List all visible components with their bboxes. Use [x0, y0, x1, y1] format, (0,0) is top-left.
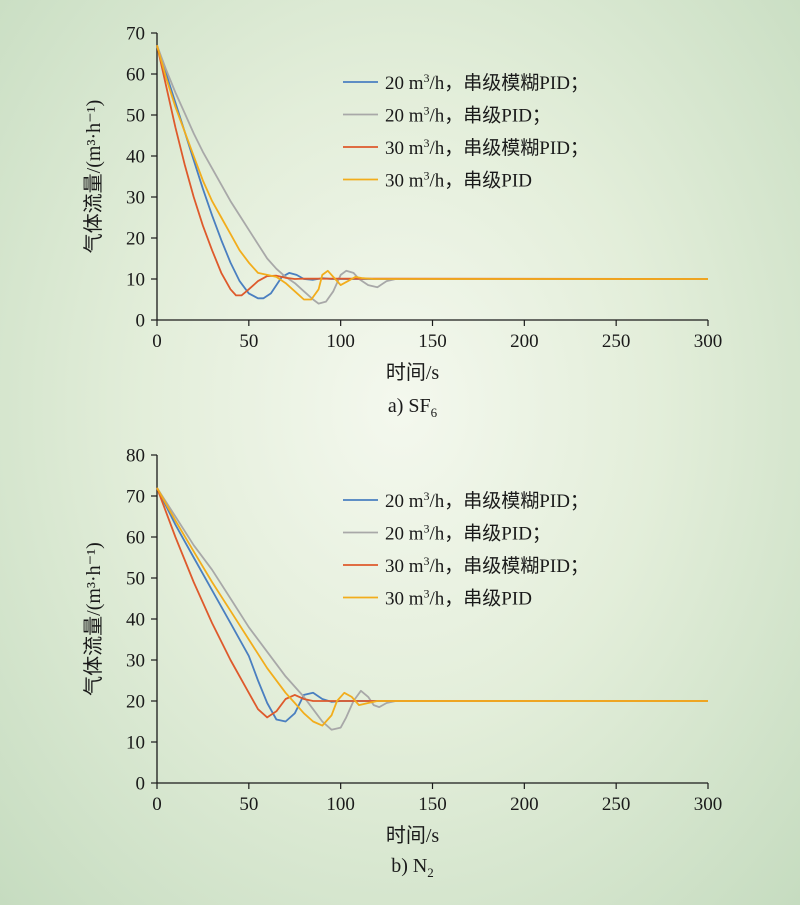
x-tick-label: 300 [694, 794, 723, 815]
y-axis-title: 气体流量/(m³·h⁻¹) [82, 100, 105, 254]
y-axis-title: 气体流量/(m³·h⁻¹) [82, 542, 105, 696]
legend-label: 30 m3/h，串级模糊PID； [385, 136, 589, 159]
legend-label: 30 m3/h，串级模糊PID； [385, 554, 589, 577]
x-tick-label: 0 [152, 794, 162, 815]
y-tick-label: 70 [126, 24, 145, 45]
y-tick-label: 10 [126, 733, 145, 754]
y-tick-label: 0 [136, 311, 146, 332]
legend-label: 20 m3/h，串级模糊PID； [385, 71, 589, 94]
y-tick-label: 20 [126, 692, 145, 713]
chart-1: 0 10 20 30 40 50 60 70 0 50 100 150 200 250 300 时间/s 气体流… [82, 24, 722, 421]
x-axis-title: 时间/s [386, 361, 440, 384]
y-tick-label: 40 [126, 147, 145, 168]
series-line-4 [156, 487, 708, 727]
series-line-2 [156, 44, 708, 305]
y-tick-label: 10 [126, 270, 145, 291]
y-tick-label: 80 [126, 446, 145, 467]
legend: 20 m3/h，串级模糊PID； 20 m3/h，串级PID； 30 m3/h，串级… [343, 71, 589, 192]
y-tick-label: 30 [126, 188, 145, 209]
y-tick-label: 60 [126, 65, 145, 86]
x-tick-label: 300 [694, 331, 723, 352]
legend-label: 20 m3/h，串级PID； [385, 104, 551, 127]
x-tick-label: 0 [152, 331, 162, 352]
chart-caption: a) SF6 [388, 395, 438, 420]
y-tick-label: 20 [126, 229, 145, 250]
chart-caption: b) N2 [391, 855, 434, 880]
series-line-3 [156, 45, 709, 297]
x-tick-label: 200 [510, 331, 539, 352]
legend-label: 30 m3/h，串级PID [385, 169, 532, 192]
x-tick-label: 150 [418, 794, 447, 815]
y-tick-label: 0 [136, 774, 146, 795]
series-line-3 [156, 487, 708, 719]
series-line-1 [156, 487, 708, 723]
legend-label: 20 m3/h，串级模糊PID； [385, 489, 589, 512]
y-tick-label: 50 [126, 106, 145, 127]
x-tick-label: 100 [326, 794, 355, 815]
series-line-2 [156, 487, 708, 731]
chart-2: 0 10 20 30 40 50 60 70 80 0 50 100 150 200 250 300 时间/s 气… [82, 446, 722, 881]
x-tick-label: 50 [239, 794, 258, 815]
x-tick-label: 100 [326, 331, 355, 352]
x-axis-title: 时间/s [386, 824, 440, 847]
y-tick-label: 50 [126, 569, 145, 590]
x-tick-label: 250 [602, 331, 631, 352]
x-tick-label: 50 [239, 331, 258, 352]
legend-label: 30 m3/h，串级PID [385, 587, 532, 610]
x-tick-label: 250 [602, 794, 631, 815]
y-tick-label: 60 [126, 528, 145, 549]
y-tick-label: 30 [126, 651, 145, 672]
series-line-4 [156, 45, 708, 301]
legend: 20 m3/h，串级模糊PID； 20 m3/h，串级PID； 30 m3/h，串级… [343, 489, 589, 610]
y-tick-label: 70 [126, 487, 145, 508]
x-tick-label: 200 [510, 794, 539, 815]
y-tick-label: 40 [126, 610, 145, 631]
x-tick-label: 150 [418, 331, 447, 352]
legend-label: 20 m3/h，串级PID； [385, 522, 551, 545]
